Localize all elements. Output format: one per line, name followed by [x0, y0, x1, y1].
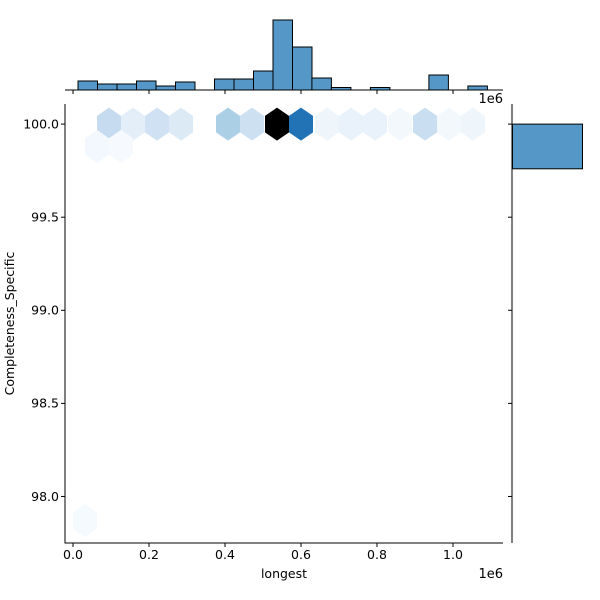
top-hist-bar	[233, 78, 254, 91]
hexbin-layer	[73, 107, 485, 538]
y-tick-label: 100.0	[23, 116, 59, 131]
top-hist-bar	[136, 80, 157, 91]
x-axis-label: longest	[261, 566, 307, 581]
hexbin-cell	[97, 107, 121, 141]
top-hist-bar	[175, 81, 196, 91]
hexbin-cell	[169, 107, 193, 141]
right-hist-bar	[512, 123, 583, 170]
hexbin-cell	[413, 107, 437, 141]
hexbin-cell	[216, 107, 240, 141]
hexbin-cell	[461, 107, 485, 141]
right-marginal-histogram	[512, 123, 583, 170]
hexbin-cell	[388, 107, 412, 141]
top-hist-bar	[155, 85, 176, 91]
top-hist-bar	[214, 78, 235, 91]
hexbin-cell	[73, 504, 97, 538]
x-tick-label: 0.8	[367, 547, 387, 562]
hexbin-cell	[363, 107, 387, 141]
x-tick-label: 0.6	[291, 547, 311, 562]
hexbin-cell	[339, 107, 363, 141]
top-hist-bar	[116, 83, 137, 91]
hexbin-cell	[240, 107, 264, 141]
hexbin-cell	[265, 107, 289, 141]
hexbin-cell	[145, 107, 169, 141]
y-tick-label: 98.5	[31, 396, 59, 411]
top-hist-bar	[77, 80, 98, 91]
axes-layer: 0.0 0.2 0.4 0.6 0.8 1.0 100.0 99.5 99.0 98.5 98.0	[23, 89, 513, 562]
y-tick-label: 99.5	[31, 210, 59, 225]
x-tick-label: 1.0	[443, 547, 463, 562]
top-marginal-histogram	[77, 19, 488, 91]
y-tick-label: 98.0	[31, 489, 59, 504]
x-tick-label: 0.2	[139, 547, 159, 562]
hexbin-cell	[315, 107, 339, 141]
hexbin-cell	[289, 107, 313, 141]
top-hist-bar	[467, 85, 488, 91]
x-tick-label: 0.0	[63, 547, 83, 562]
y-tick-label: 99.0	[31, 303, 59, 318]
hexbin-cell	[121, 107, 145, 141]
hexbin-cell	[437, 107, 461, 141]
x-tick-label: 0.4	[215, 547, 235, 562]
x-offset-label-top: 1e6	[478, 92, 503, 107]
top-hist-bar	[428, 74, 449, 91]
y-axis-label: Completeness_Specific	[2, 251, 17, 395]
top-hist-bar	[97, 83, 118, 91]
hexbin-cell	[109, 129, 133, 163]
top-hist-bar	[311, 77, 332, 91]
x-offset-label-bottom: 1e6	[478, 567, 503, 582]
top-hist-bar	[253, 70, 274, 91]
hexbin-cell	[85, 129, 109, 163]
top-hist-bar	[272, 19, 293, 91]
top-hist-bar	[292, 46, 313, 91]
